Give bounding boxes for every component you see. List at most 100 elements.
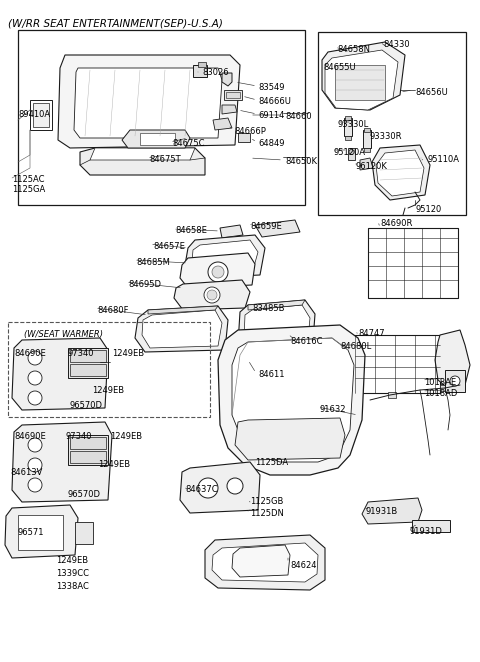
- Text: 97340: 97340: [68, 349, 95, 358]
- Bar: [70, 437, 106, 449]
- Text: 84680L: 84680L: [340, 342, 371, 351]
- Bar: [368, 228, 458, 298]
- Text: 1249EB: 1249EB: [112, 349, 144, 358]
- Text: 83026: 83026: [202, 68, 228, 77]
- Circle shape: [28, 458, 42, 472]
- Bar: [224, 90, 242, 100]
- Polygon shape: [12, 338, 108, 410]
- Polygon shape: [5, 505, 78, 558]
- Text: 64849: 64849: [258, 139, 285, 148]
- Polygon shape: [74, 68, 222, 138]
- Text: 95120: 95120: [415, 205, 441, 214]
- Polygon shape: [192, 240, 258, 272]
- Text: 84650K: 84650K: [285, 157, 317, 166]
- Text: 1339CC: 1339CC: [56, 569, 89, 578]
- Text: 84637C: 84637C: [185, 485, 217, 494]
- Text: 84330: 84330: [383, 40, 409, 49]
- Text: 84675T: 84675T: [149, 155, 180, 164]
- Text: (W/SEAT WARMER): (W/SEAT WARMER): [24, 330, 103, 339]
- Text: 1018AE: 1018AE: [424, 378, 456, 387]
- Polygon shape: [212, 543, 318, 582]
- Bar: [238, 133, 250, 142]
- Bar: [345, 116, 351, 120]
- Text: 84616C: 84616C: [290, 337, 323, 346]
- Polygon shape: [180, 462, 260, 513]
- Bar: [140, 133, 175, 145]
- Polygon shape: [205, 535, 325, 590]
- Text: 96120K: 96120K: [355, 162, 387, 171]
- Bar: [364, 128, 370, 132]
- Bar: [198, 62, 206, 67]
- Bar: [8, 322, 210, 417]
- Polygon shape: [135, 306, 228, 352]
- Text: 84685M: 84685M: [136, 258, 170, 267]
- Bar: [355, 335, 440, 393]
- Bar: [75, 522, 93, 544]
- Polygon shape: [148, 306, 218, 314]
- Bar: [68, 435, 108, 465]
- Text: 1125AC: 1125AC: [12, 175, 45, 184]
- Polygon shape: [222, 73, 232, 86]
- Text: 84666P: 84666P: [234, 127, 266, 136]
- Text: 84690R: 84690R: [380, 219, 412, 228]
- Text: 84657E: 84657E: [153, 242, 185, 251]
- Text: 84658E: 84658E: [175, 226, 207, 235]
- Text: 1249EB: 1249EB: [56, 556, 88, 565]
- Text: 84611: 84611: [258, 370, 285, 379]
- Polygon shape: [180, 253, 255, 288]
- Text: 84658N: 84658N: [337, 45, 370, 54]
- Polygon shape: [12, 422, 112, 502]
- Bar: [70, 451, 106, 463]
- Circle shape: [212, 266, 224, 278]
- Bar: [33, 103, 49, 127]
- Circle shape: [28, 371, 42, 385]
- Bar: [68, 348, 108, 378]
- Circle shape: [28, 438, 42, 452]
- Polygon shape: [90, 148, 195, 160]
- Text: 84680F: 84680F: [97, 306, 129, 315]
- Text: 96570D: 96570D: [70, 401, 103, 410]
- Text: 84690E: 84690E: [14, 432, 46, 441]
- Text: 84659E: 84659E: [250, 222, 282, 231]
- Polygon shape: [222, 105, 237, 114]
- Polygon shape: [325, 50, 398, 110]
- Polygon shape: [232, 545, 290, 577]
- Polygon shape: [248, 300, 305, 310]
- Text: 1125DA: 1125DA: [255, 458, 288, 467]
- Polygon shape: [322, 42, 405, 110]
- Polygon shape: [213, 118, 232, 130]
- Text: 83485B: 83485B: [252, 304, 285, 313]
- Text: 84660: 84660: [285, 112, 312, 121]
- Polygon shape: [238, 300, 315, 358]
- Polygon shape: [255, 220, 300, 237]
- Circle shape: [204, 287, 220, 303]
- Polygon shape: [122, 130, 190, 148]
- Text: 1249EB: 1249EB: [98, 460, 130, 469]
- Text: 93330L: 93330L: [338, 120, 369, 129]
- Bar: [70, 350, 106, 362]
- Text: 96570D: 96570D: [68, 490, 101, 499]
- Bar: [335, 65, 385, 100]
- Circle shape: [198, 478, 218, 498]
- Text: 1338AC: 1338AC: [56, 582, 89, 591]
- Bar: [388, 392, 396, 398]
- Text: 84613V: 84613V: [10, 468, 42, 477]
- Bar: [440, 385, 448, 391]
- Circle shape: [208, 262, 228, 282]
- Bar: [345, 136, 351, 140]
- Text: 1249EB: 1249EB: [92, 386, 124, 395]
- Circle shape: [227, 478, 243, 494]
- Polygon shape: [376, 150, 424, 196]
- Polygon shape: [360, 158, 373, 170]
- Text: 84624: 84624: [290, 561, 316, 570]
- Circle shape: [450, 376, 460, 386]
- Text: 1125GB: 1125GB: [250, 497, 283, 506]
- Text: 97340: 97340: [66, 432, 93, 441]
- Text: 69114: 69114: [258, 111, 284, 120]
- Circle shape: [349, 150, 354, 154]
- Polygon shape: [362, 498, 422, 524]
- Text: 84747: 84747: [358, 329, 384, 338]
- Text: 84690E: 84690E: [14, 349, 46, 358]
- Polygon shape: [272, 328, 305, 352]
- Text: 84666U: 84666U: [258, 97, 291, 106]
